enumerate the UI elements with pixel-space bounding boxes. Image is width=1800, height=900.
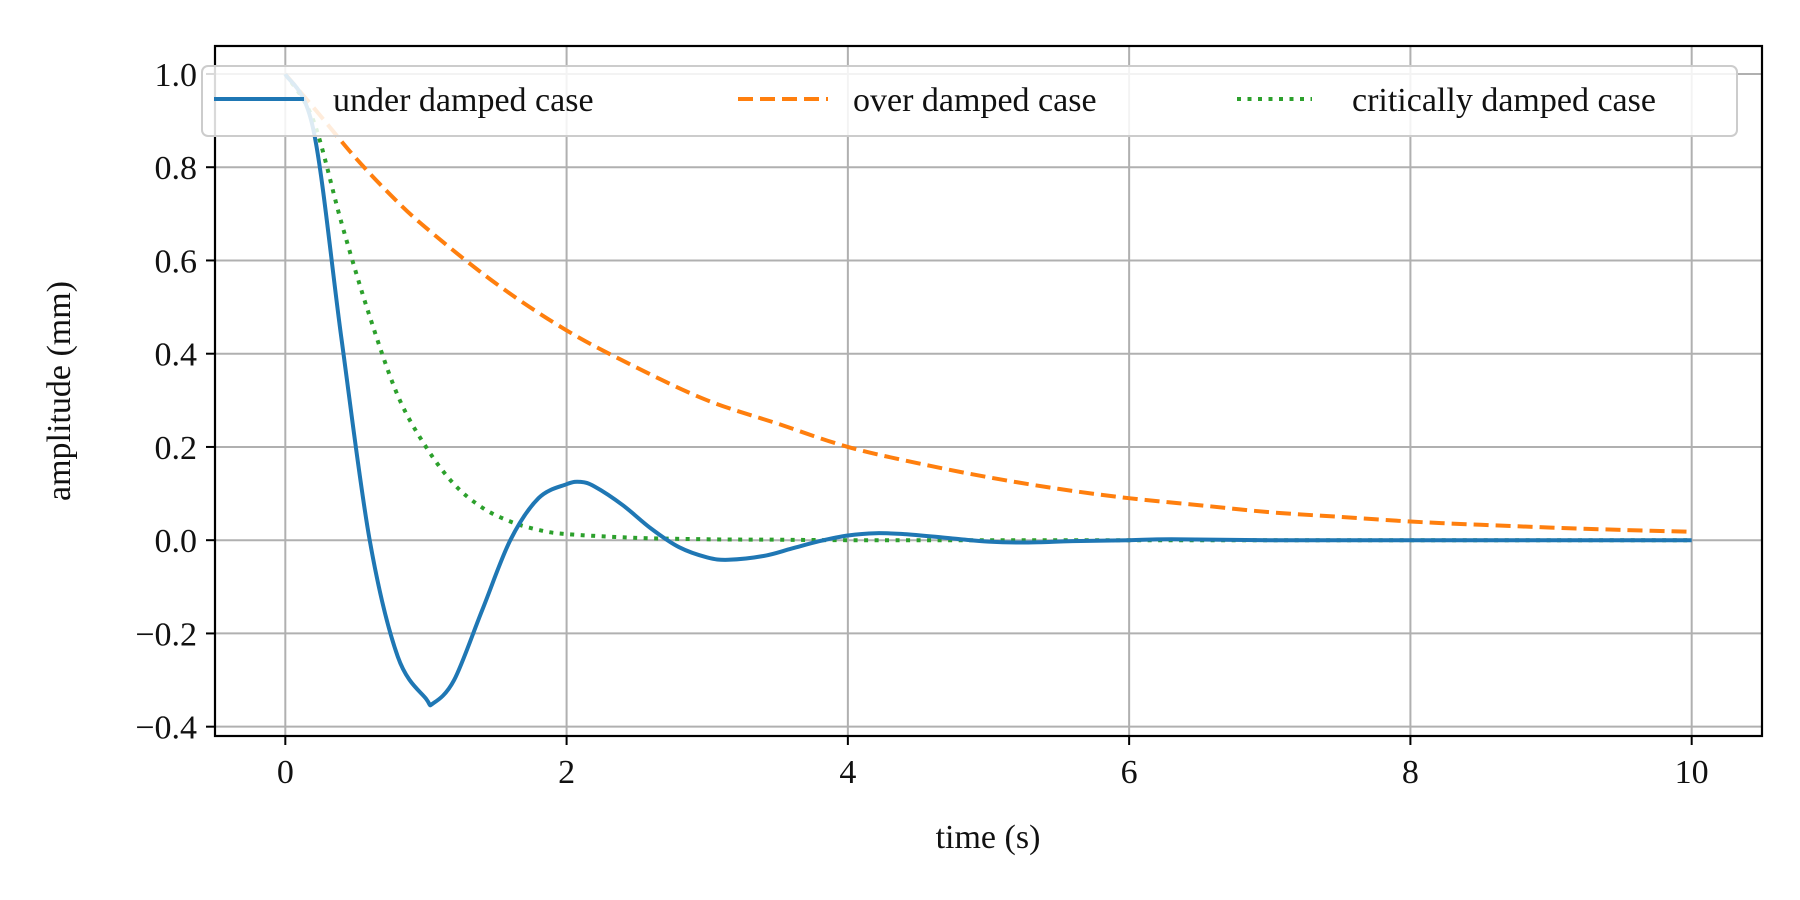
legend-label-critically-damped: critically damped case (1352, 82, 1656, 119)
x-tick-label: 0 (277, 754, 294, 791)
legend-label-under-damped: under damped case (333, 82, 594, 119)
plot-frame (213, 44, 1764, 738)
legend-box (201, 65, 1738, 137)
legend-label-over-damped: over damped case (853, 82, 1097, 119)
x-tick-label: 10 (1675, 754, 1709, 791)
series-layer (283, 72, 1692, 708)
y-tick-label: 0.6 (155, 243, 198, 280)
x-tick-label: 8 (1402, 754, 1419, 791)
series-line-under-damped (283, 72, 1692, 708)
y-tick-label: −0.4 (135, 710, 197, 747)
series-line-critically-damped (283, 72, 1692, 543)
y-tick-label: 1.0 (155, 57, 198, 94)
x-tick-label: 2 (558, 754, 575, 791)
x-tick-label: 6 (1121, 754, 1138, 791)
legend: under damped case over damped case criti… (201, 65, 1738, 137)
x-axis-label: time (s) (936, 819, 1041, 856)
series-line-over-damped (283, 72, 1692, 534)
y-tick-label: 0.2 (155, 430, 198, 467)
x-tick-label: 4 (839, 754, 856, 791)
y-tick-label: −0.2 (135, 616, 197, 653)
y-tick-label: 0.4 (155, 337, 198, 374)
tick-layer: 0 2 4 6 8 10 −0.4 −0.2 0.0 0.2 0.4 0.6 0.8 1.0 (135, 57, 1708, 791)
y-axis-label: amplitude (mm) (41, 281, 78, 501)
y-tick-label: 0.0 (155, 523, 198, 560)
y-tick-label: 0.8 (155, 150, 198, 187)
